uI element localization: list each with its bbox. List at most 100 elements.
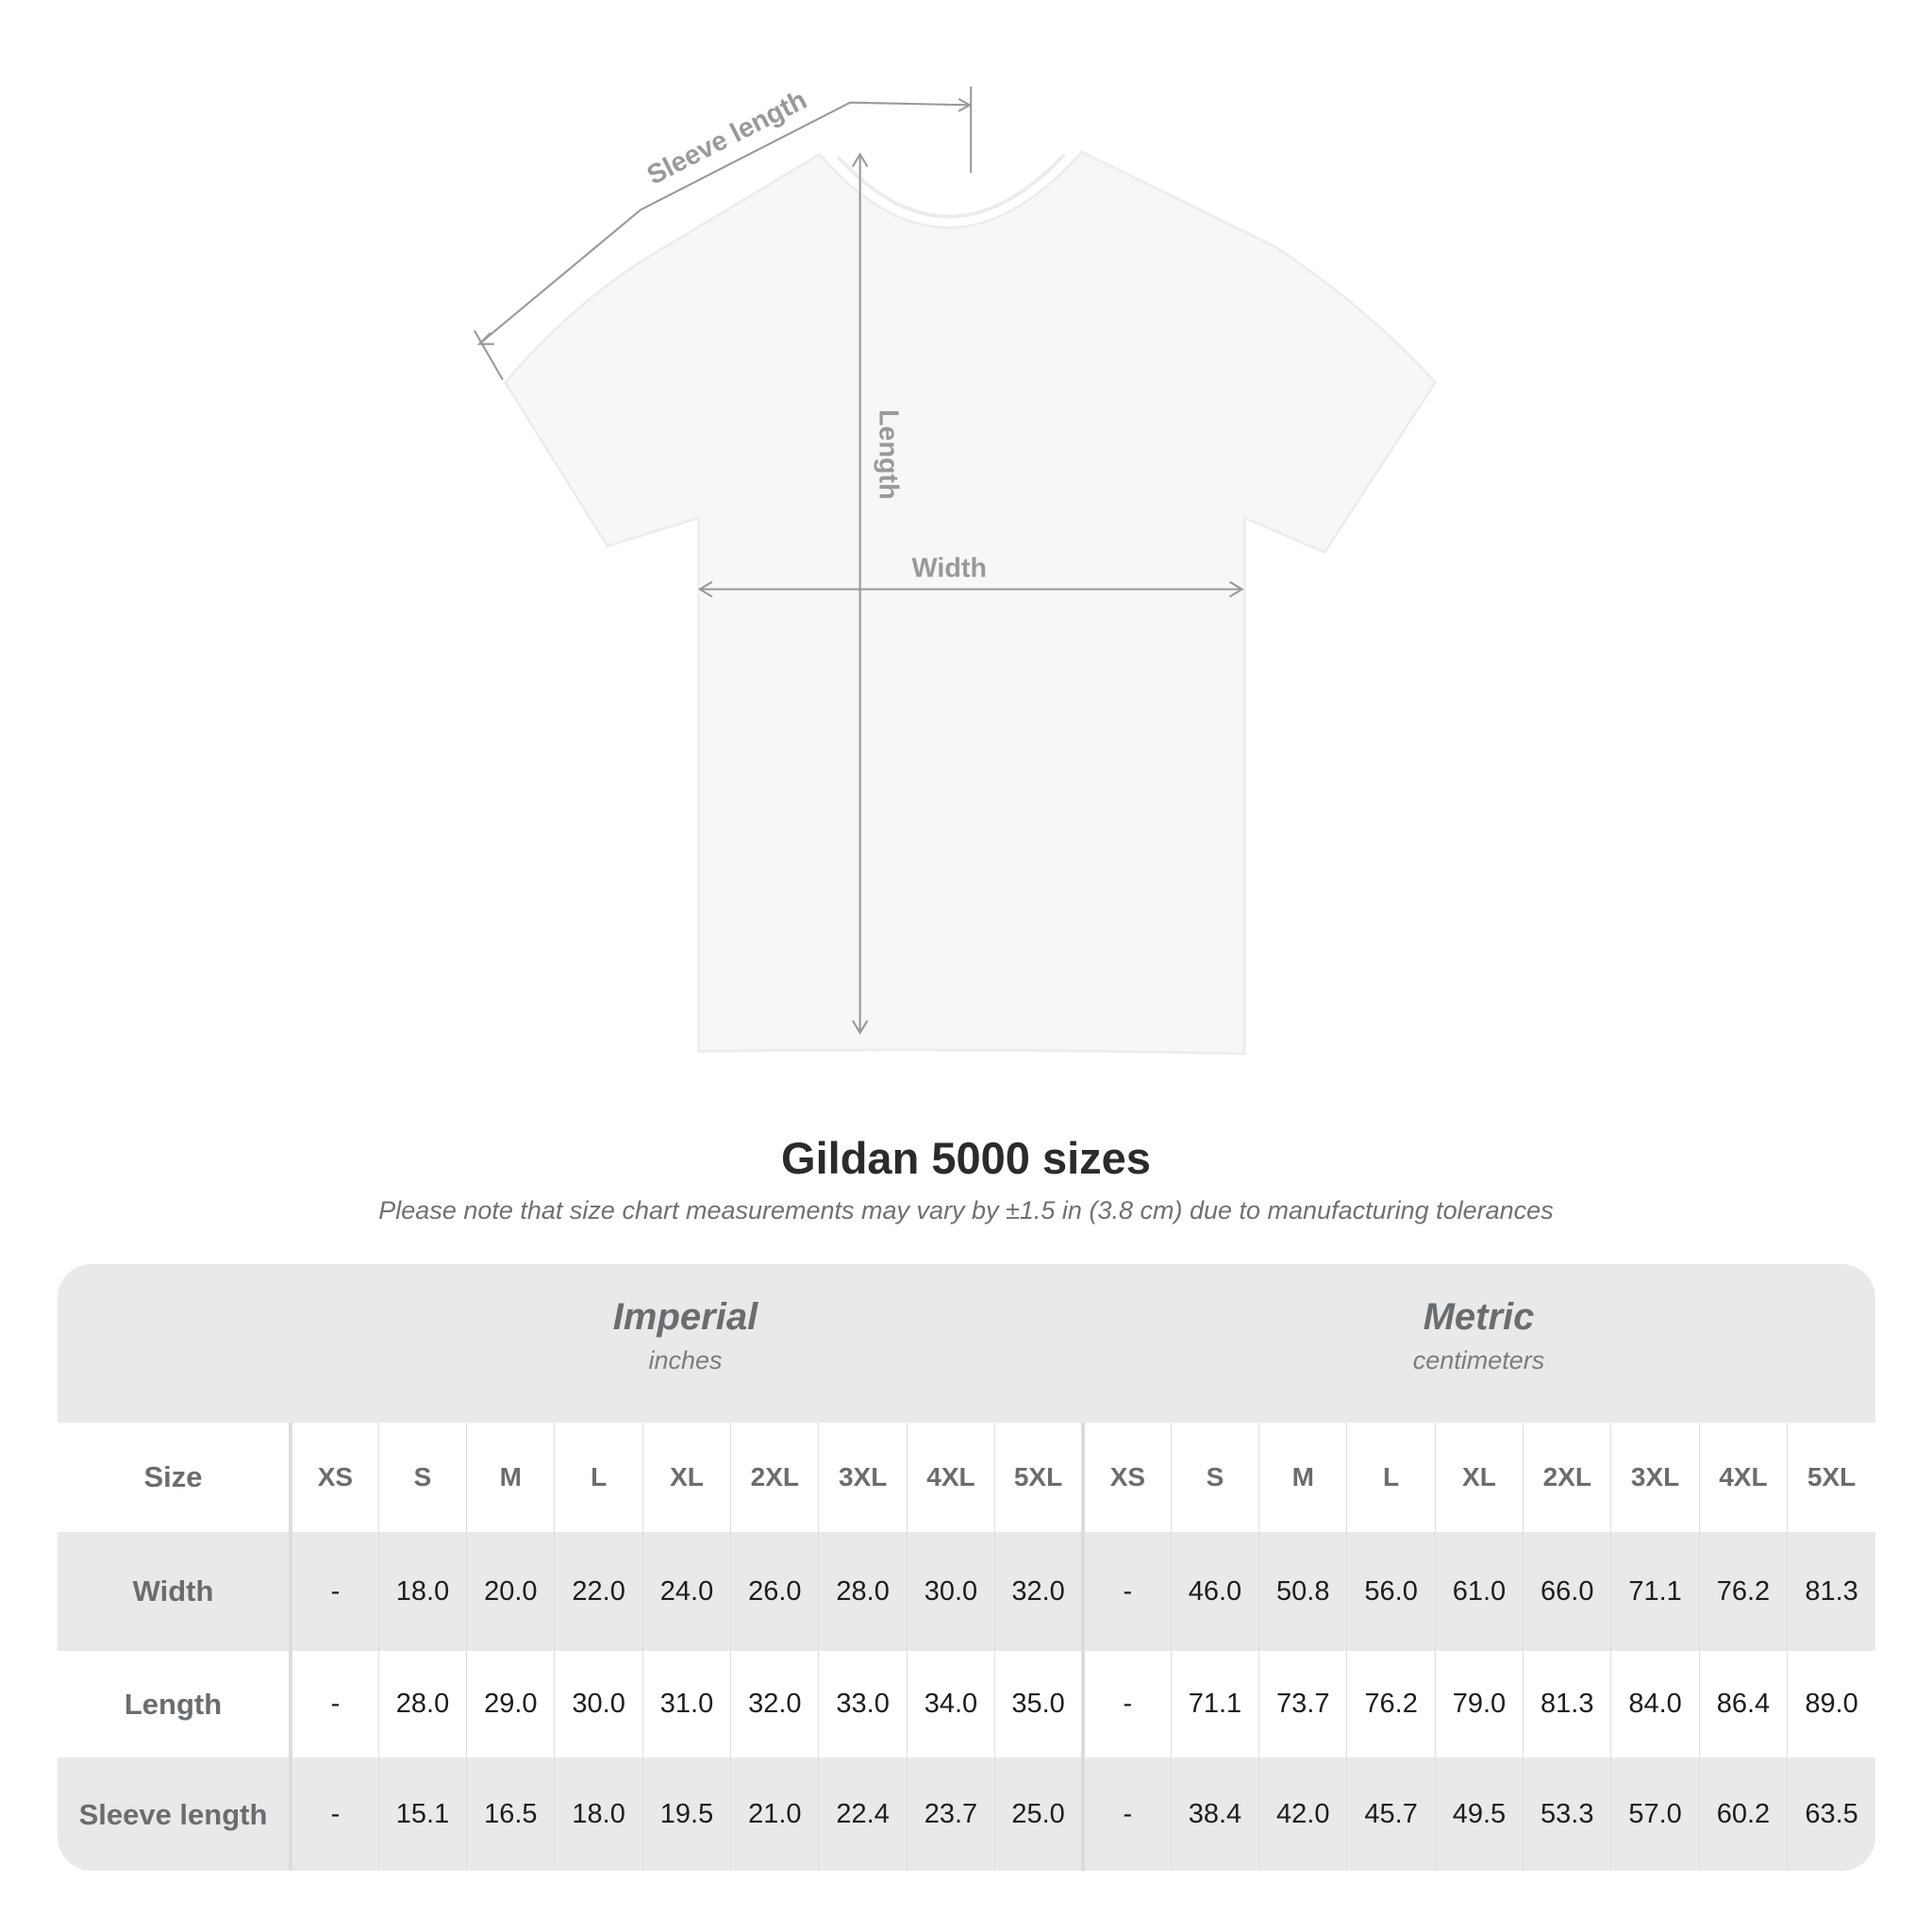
tolerance-note: Please note that size chart measurements… [378, 1196, 1554, 1224]
metric-value: 42.0 [1258, 1757, 1347, 1871]
metric-value: 45.7 [1346, 1757, 1436, 1871]
table-row: Width -18.0 20.0 22.0 24.0 26.0 28.0 30.0 32.0-4… [58, 1532, 1875, 1651]
length-arrowhead-bottom [851, 1020, 869, 1035]
metric-value: 46.0 [1170, 1532, 1259, 1651]
imperial-value: 31.0 [641, 1651, 731, 1757]
metric-unit: centimeters [1412, 1346, 1545, 1374]
metric-title: Metric [1423, 1296, 1535, 1338]
imperial-header: Imperial inches [289, 1264, 1082, 1423]
metric-value: - [1080, 1651, 1172, 1757]
imperial-size-2xl: 2XL [730, 1423, 819, 1532]
size-table: Size XS S M L XL 2XL 3XL 4XL 5XL XS S M L XL 2XL 3XL 4XL 5… [58, 1423, 1875, 1871]
imperial-size-5xl: 5XL [994, 1423, 1083, 1532]
sleeve-arrowhead-right [958, 97, 973, 112]
length-arrowhead-top [851, 152, 869, 168]
metric-header: Metric centimeters [1082, 1264, 1875, 1423]
imperial-value: 23.7 [906, 1757, 995, 1871]
metric-size-5xl: 5XL [1787, 1423, 1875, 1532]
row-label: Sleeve length [58, 1757, 292, 1871]
row-label: Length [58, 1651, 292, 1757]
sleeve-arrowhead-left [476, 332, 494, 345]
metric-value: 49.5 [1434, 1757, 1524, 1871]
metric-value: 76.2 [1346, 1651, 1436, 1757]
metric-value: 79.0 [1434, 1651, 1524, 1757]
imperial-value: 32.0 [994, 1532, 1083, 1651]
imperial-size-m: M [466, 1423, 555, 1532]
metric-size-2xl: 2XL [1523, 1423, 1611, 1532]
width-arrowhead-right [1228, 580, 1244, 598]
metric-value: 81.3 [1787, 1532, 1875, 1651]
metric-value: 60.2 [1698, 1757, 1788, 1871]
table-row: Sleeve length -15.1 16.5 18.0 19.5 21.0 22.4 23… [58, 1757, 1875, 1871]
metric-value: 86.4 [1698, 1651, 1788, 1757]
metric-value: 38.4 [1170, 1757, 1259, 1871]
imperial-value: 29.0 [466, 1651, 555, 1757]
row-label: Width [58, 1532, 292, 1651]
imperial-value: - [290, 1757, 379, 1871]
width-arrowhead-left [697, 580, 713, 598]
collar [836, 153, 1066, 219]
metric-size-s: S [1170, 1423, 1259, 1532]
metric-value: 63.5 [1787, 1757, 1875, 1871]
imperial-value: 21.0 [730, 1757, 819, 1871]
imperial-value: 35.0 [994, 1651, 1083, 1757]
metric-value: 81.3 [1523, 1651, 1611, 1757]
measure-lines [473, 86, 1244, 1035]
metric-value: 56.0 [1346, 1532, 1436, 1651]
metric-size-xl: XL [1434, 1423, 1524, 1532]
metric-size-3xl: 3XL [1610, 1423, 1700, 1532]
imperial-value: 18.0 [377, 1532, 467, 1651]
size-chart-table: Imperial inches Metric centimeters Size X… [58, 1264, 1875, 1871]
size-header-row: Size XS S M L XL 2XL 3XL 4XL 5XL XS S M L XL 2XL 3XL 4XL 5… [58, 1423, 1875, 1532]
imperial-value: 20.0 [466, 1532, 555, 1651]
metric-value: - [1080, 1532, 1172, 1651]
metric-value: 50.8 [1258, 1532, 1347, 1651]
imperial-size-l: L [554, 1423, 643, 1532]
metric-value: - [1080, 1757, 1172, 1871]
imperial-size-xs: XS [290, 1423, 379, 1532]
tshirt-diagram: Sleeve length Length Width [473, 85, 1438, 1056]
imperial-title: Imperial [612, 1296, 758, 1338]
imperial-value: - [290, 1651, 379, 1757]
imperial-value: 22.4 [818, 1757, 908, 1871]
imperial-value: 33.0 [818, 1651, 908, 1757]
sleeve-tick-left [473, 329, 504, 381]
imperial-value: 22.0 [554, 1532, 643, 1651]
metric-value: 76.2 [1698, 1532, 1788, 1651]
imperial-size-3xl: 3XL [818, 1423, 908, 1532]
imperial-value: 18.0 [554, 1757, 643, 1871]
size-label: Size [58, 1423, 292, 1532]
metric-value: 89.0 [1787, 1651, 1875, 1757]
imperial-value: 28.0 [818, 1532, 908, 1651]
metric-value: 73.7 [1258, 1651, 1347, 1757]
metric-value: 84.0 [1610, 1651, 1700, 1757]
imperial-unit: inches [648, 1346, 723, 1374]
imperial-value: 30.0 [554, 1651, 643, 1757]
imperial-size-s: S [377, 1423, 467, 1532]
metric-size-l: L [1346, 1423, 1436, 1532]
imperial-value: 26.0 [730, 1532, 819, 1651]
imperial-value: 19.5 [641, 1757, 731, 1871]
imperial-value: - [290, 1532, 379, 1651]
tshirt-shape [503, 150, 1438, 1056]
imperial-size-xl: XL [641, 1423, 731, 1532]
width-label: Width [912, 554, 987, 584]
metric-size-xs: XS [1080, 1423, 1172, 1532]
metric-value: 61.0 [1434, 1532, 1524, 1651]
metric-value: 57.0 [1610, 1757, 1700, 1871]
length-label: Length [874, 409, 904, 500]
imperial-value: 30.0 [906, 1532, 995, 1651]
imperial-value: 16.5 [466, 1757, 555, 1871]
metric-size-m: M [1258, 1423, 1347, 1532]
metric-value: 53.3 [1523, 1757, 1611, 1871]
imperial-value: 32.0 [730, 1651, 819, 1757]
imperial-value: 34.0 [906, 1651, 995, 1757]
metric-value: 71.1 [1610, 1532, 1700, 1651]
imperial-value: 24.0 [641, 1532, 731, 1651]
imperial-value: 15.1 [377, 1757, 467, 1871]
metric-value: 66.0 [1523, 1532, 1611, 1651]
metric-value: 71.1 [1170, 1651, 1259, 1757]
imperial-value: 25.0 [994, 1757, 1083, 1871]
sleeve-arrow [479, 101, 969, 344]
page-title: Gildan 5000 sizes [781, 1133, 1151, 1183]
